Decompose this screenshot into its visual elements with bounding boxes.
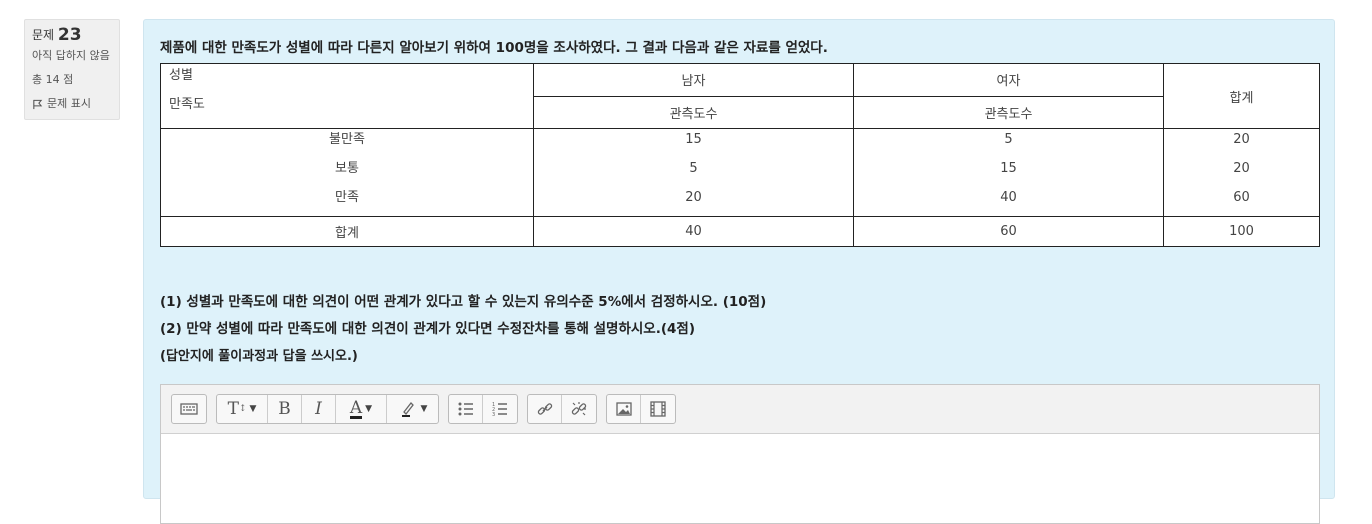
header-male: 남자 [533, 63, 854, 97]
text-style-icon: T [227, 399, 239, 419]
flag-question-label: 문제 표시 [47, 97, 91, 110]
film-icon [650, 401, 666, 417]
insert-media-button[interactable] [641, 395, 675, 423]
background-color-button[interactable]: ▼ [387, 395, 438, 423]
question-points: 총 14 점 [32, 73, 74, 86]
subheader-male-observed: 관측도수 [533, 95, 854, 129]
total-values-cell: 20 20 60 [1163, 128, 1320, 217]
question-number-value: 23 [57, 25, 82, 45]
female-value: 5 [1004, 132, 1013, 147]
toolbar-group-format: T ↕ ▼ B I A ▼ ▼ [216, 394, 439, 424]
question-title: 제품에 대한 만족도가 성별에 따라 다른지 알아보기 위하여 100명을 조사… [160, 40, 828, 56]
italic-icon: I [315, 399, 322, 419]
total-value: 20 [1233, 161, 1250, 176]
total-row-female: 60 [853, 216, 1164, 247]
total-row-male: 40 [533, 216, 854, 247]
unordered-list-button[interactable] [449, 395, 483, 423]
chevron-down-icon: ▼ [365, 404, 373, 414]
italic-button[interactable]: I [302, 395, 336, 423]
toolbar-group-links [527, 394, 597, 424]
toolbar-group-lists: 1 2 3 [448, 394, 518, 424]
question-prompts: (1) 성별과 만족도에 대한 의견이 어떤 관계가 있다고 할 수 있는지 유… [160, 289, 766, 370]
numbered-list-icon: 1 2 3 [492, 402, 507, 418]
row-labels-cell: 불만족 보통 만족 [160, 128, 534, 217]
flag-icon [33, 99, 43, 109]
total-row-label: 합계 [160, 216, 534, 247]
unlink-button[interactable] [562, 395, 596, 423]
row-label: 불만족 [329, 132, 365, 147]
question-part-2: (2) 만약 성별에 따라 만족도에 대한 의견이 관계가 있다면 수정잔차를 … [160, 321, 695, 337]
svg-text:3: 3 [492, 412, 495, 418]
link-icon [537, 403, 552, 415]
header-total: 합계 [1163, 63, 1320, 129]
insert-image-button[interactable] [607, 395, 641, 423]
image-icon [615, 402, 632, 416]
link-button[interactable] [528, 395, 562, 423]
bold-icon: B [278, 399, 291, 419]
male-value: 15 [685, 132, 702, 147]
toolbar-group-media [606, 394, 676, 424]
editor-text-area[interactable] [161, 434, 1319, 524]
chevron-down-icon: ▼ [420, 404, 428, 414]
bullet-list-icon [458, 402, 473, 416]
question-content: 제품에 대한 만족도가 성별에 따라 다른지 알아보기 위하여 100명을 조사… [143, 19, 1335, 524]
ordered-list-button[interactable]: 1 2 3 [483, 395, 517, 423]
toolbar-group-toggle [171, 394, 207, 424]
keyboard-icon [180, 403, 198, 415]
question-status: 아직 답하지 않음 [32, 49, 110, 62]
row-label: 보통 [335, 161, 359, 176]
bold-button[interactable]: B [268, 395, 302, 423]
question-number-label: 문제 [32, 28, 55, 42]
highlighter-icon [401, 402, 414, 417]
flag-question-link[interactable]: 문제 표시 [32, 97, 112, 111]
male-values-cell: 15 5 20 [533, 128, 854, 217]
question-note: (답안지에 풀이과정과 답을 쓰시오.) [160, 349, 358, 364]
subheader-female-observed: 관측도수 [853, 95, 1164, 129]
row-label: 만족 [335, 190, 359, 205]
svg-text:2: 2 [492, 407, 495, 413]
toolbar-toggle-button[interactable] [172, 395, 206, 423]
answer-editor: T ↕ ▼ B I A ▼ ▼ [160, 384, 1320, 524]
corner-satisfaction-label: 만족도 [169, 97, 205, 112]
text-style-button[interactable]: T ↕ ▼ [217, 395, 268, 423]
unlink-icon [571, 402, 587, 416]
question-part-1: (1) 성별과 만족도에 대한 의견이 어떤 관계가 있다고 할 수 있는지 유… [160, 294, 767, 310]
svg-text:1: 1 [492, 402, 495, 408]
data-table: 성별 만족도 남자 여자 합계 관측도수 관측도수 불만족 보통 만족 15 5… [160, 63, 1320, 247]
font-color-button[interactable]: A ▼ [336, 395, 387, 423]
female-value: 15 [1000, 161, 1017, 176]
corner-gender-label: 성별 [169, 68, 193, 83]
font-color-icon: A [349, 397, 363, 419]
question-info-panel: 문제 23 아직 답하지 않음 총 14 점 문제 표시 [24, 19, 120, 120]
total-value: 20 [1233, 132, 1250, 147]
table-total-row: 합계 40 60 100 [160, 216, 1320, 247]
female-value: 40 [1000, 190, 1017, 205]
male-value: 20 [685, 190, 702, 205]
header-female: 여자 [853, 63, 1164, 97]
total-value: 60 [1233, 190, 1250, 205]
editor-toolbar: T ↕ ▼ B I A ▼ ▼ [161, 385, 1319, 434]
female-values-cell: 5 15 40 [853, 128, 1164, 217]
male-value: 5 [689, 161, 698, 176]
question-number: 문제 23 [32, 26, 112, 44]
total-row-total: 100 [1163, 216, 1320, 247]
chevron-down-icon: ▼ [249, 404, 257, 414]
table-corner-cell: 성별 만족도 [160, 63, 534, 129]
